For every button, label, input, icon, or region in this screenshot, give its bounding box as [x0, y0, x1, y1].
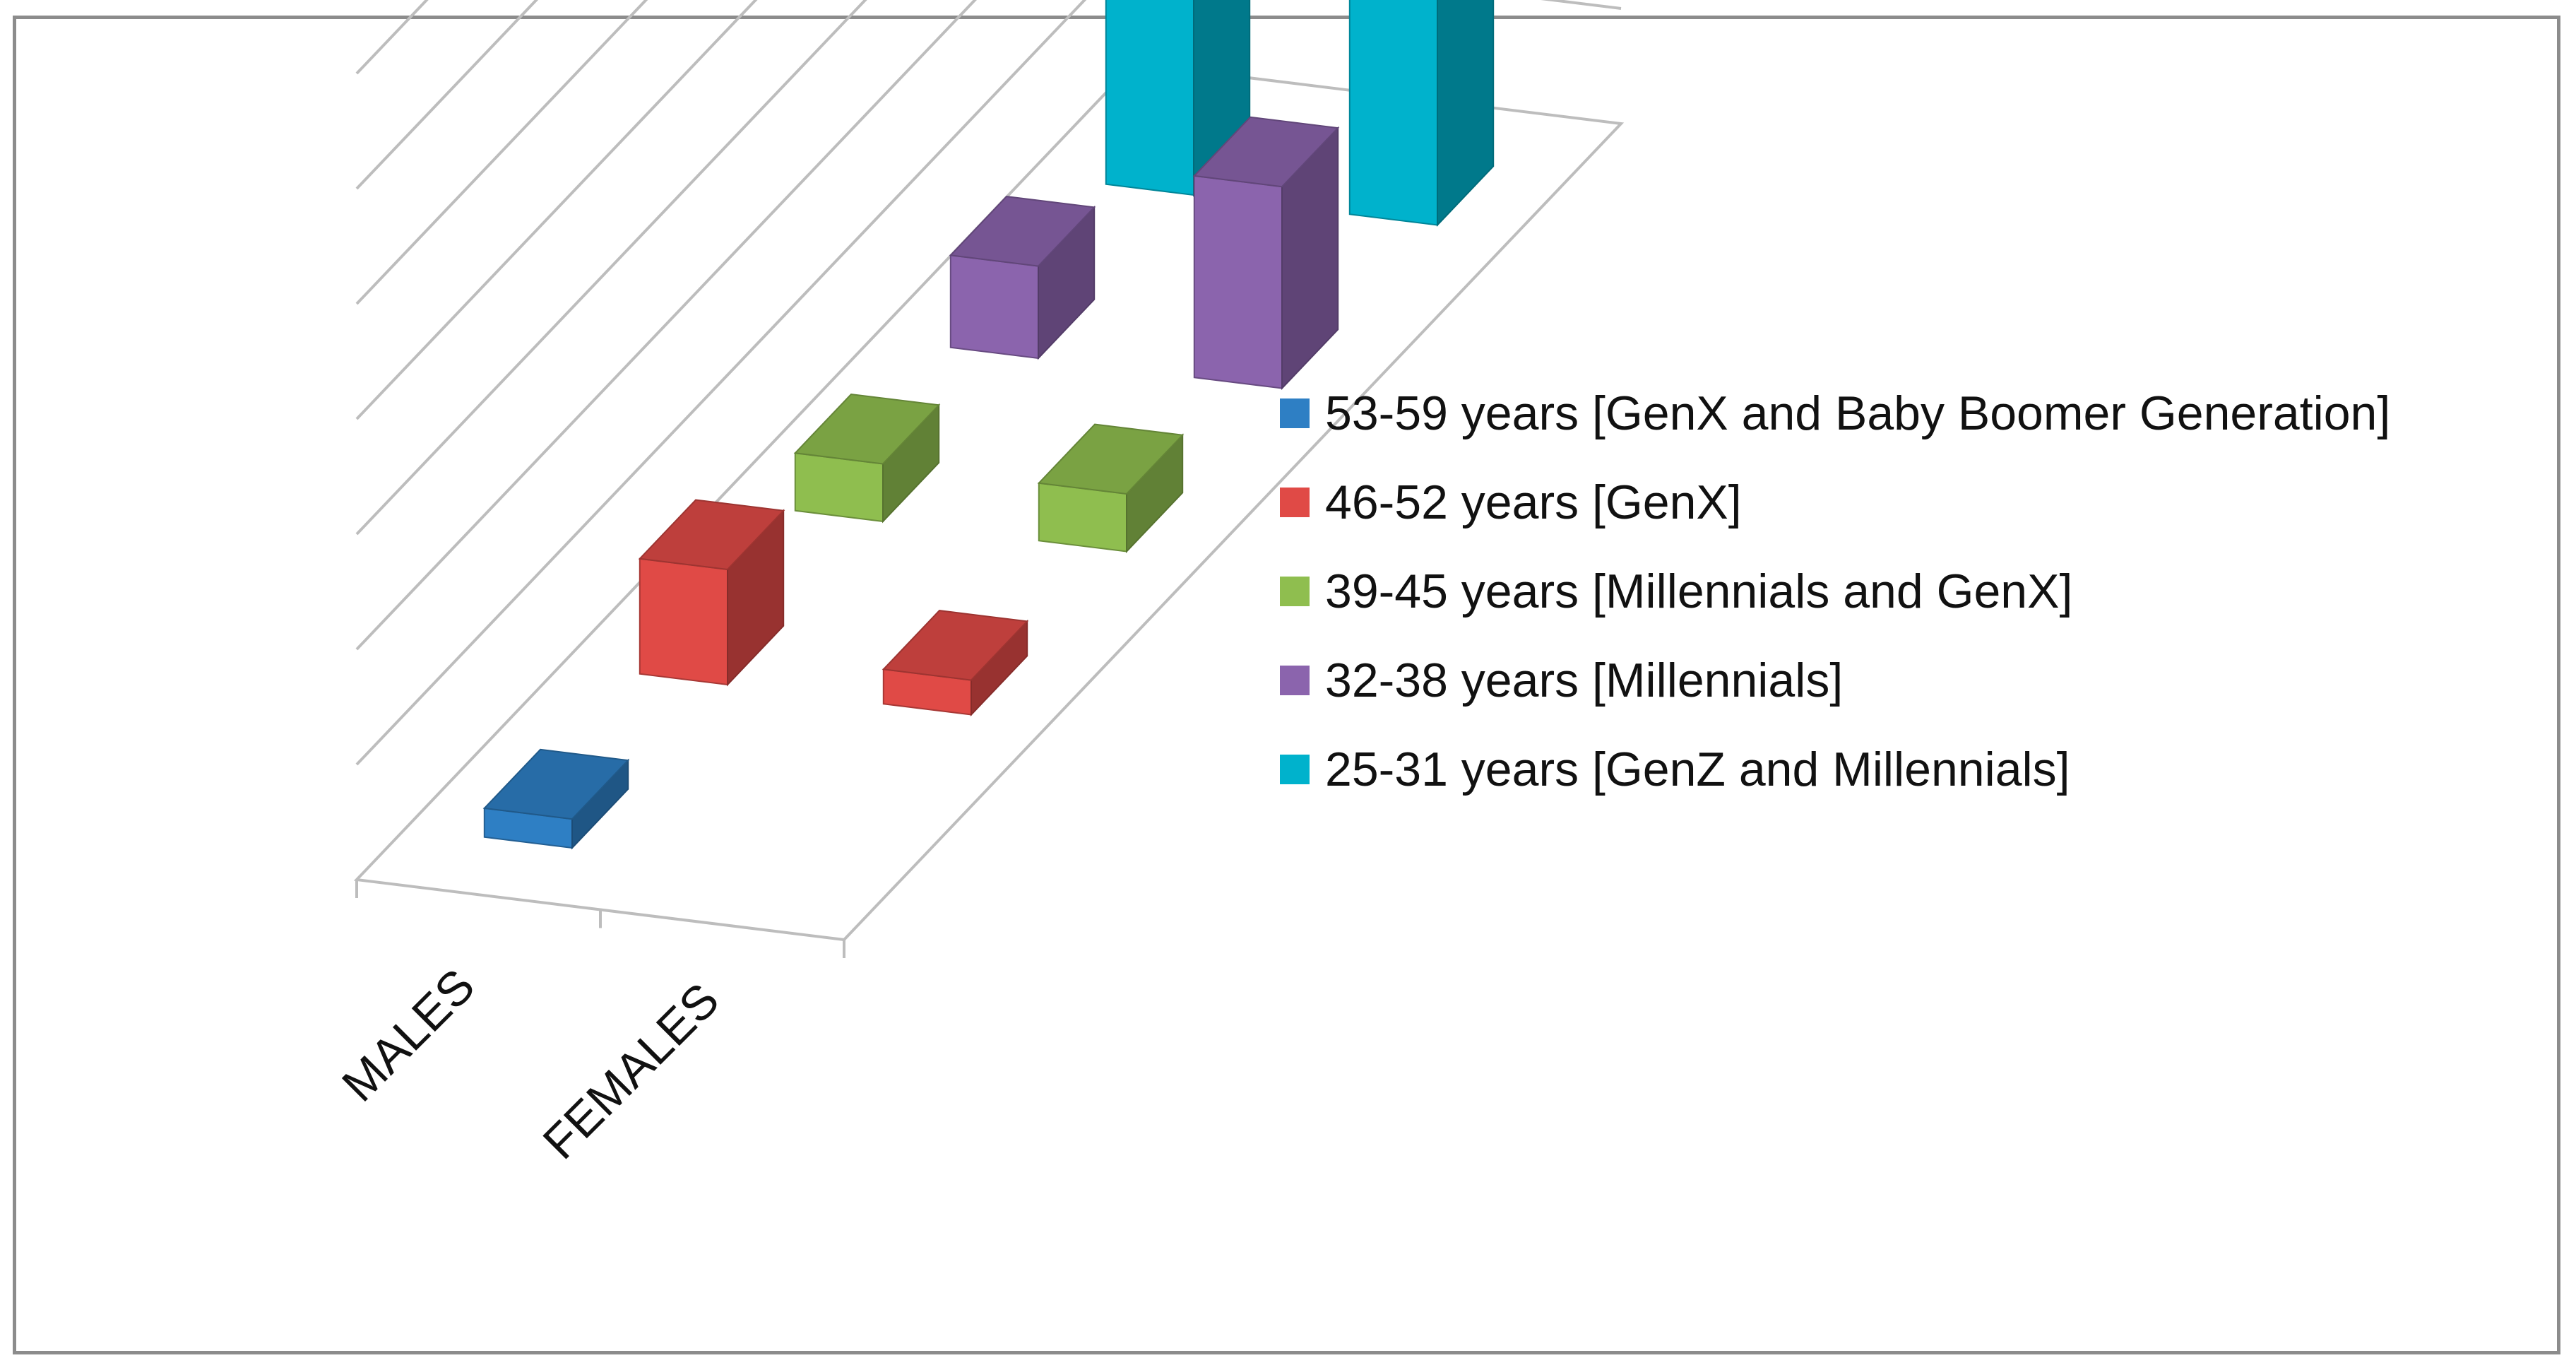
- bar-females-series-5: [1348, 0, 1495, 228]
- gridline: [355, 0, 1622, 766]
- bar-top-face: [482, 748, 630, 820]
- legend-swatch-39-45: [1280, 577, 1310, 606]
- legend-label: 46-52 years [GenX]: [1325, 476, 1742, 529]
- gridline: [355, 0, 977, 651]
- bar-side-face: [1437, 0, 1495, 228]
- bar-males-series-4: [949, 196, 1096, 360]
- legend-swatch-25-31: [1280, 755, 1310, 784]
- gridline: [355, 0, 758, 420]
- bar-front-face: [1105, 0, 1194, 196]
- bar-top-face: [1192, 116, 1340, 188]
- legend-item: 32-38 years [Millennials]: [1280, 636, 2390, 725]
- chart-legend: 53-59 years [GenX and Baby Boomer Genera…: [1280, 369, 2390, 814]
- legend-item: 39-45 years [Millennials and GenX]: [1280, 547, 2390, 636]
- bar-front-face: [639, 557, 728, 686]
- legend-swatch-46-52: [1280, 488, 1310, 517]
- legend-label: 53-59 years [GenX and Baby Boomer Genera…: [1325, 386, 2391, 440]
- bar-males-series-3: [793, 393, 941, 524]
- legend-label: 25-31 years [GenZ and Millennials]: [1325, 743, 2070, 796]
- category-label-males: MALES: [332, 959, 485, 1112]
- bar-front-face: [1193, 175, 1283, 389]
- legend-swatch-53-59: [1280, 398, 1310, 428]
- bar-top-face: [638, 499, 785, 571]
- legend-item: 53-59 years [GenX and Baby Boomer Genera…: [1280, 369, 2390, 458]
- bar-front-face: [949, 254, 1039, 360]
- legend-item: 46-52 years [GenX]: [1280, 458, 2390, 547]
- bar-front-face: [1038, 482, 1127, 553]
- legend-label: 39-45 years [Millennials and GenX]: [1325, 565, 2073, 618]
- bar-top-face: [1037, 423, 1185, 495]
- bar-males-series-1: [482, 748, 630, 850]
- chart-bars: [482, 0, 1495, 850]
- bar-front-face: [794, 452, 884, 523]
- bar-males-series-2: [638, 499, 785, 687]
- bar-females-series-3: [1037, 423, 1185, 554]
- chart-category-labels: MALES FEMALES: [332, 959, 730, 1169]
- bar-front-face: [1348, 0, 1438, 226]
- chart-gridlines: [355, 0, 1622, 766]
- bar-top-face: [882, 610, 1029, 681]
- bar-top-face: [949, 196, 1096, 267]
- bar-females-series-2: [882, 610, 1029, 717]
- legend-swatch-32-38: [1280, 666, 1310, 695]
- category-label-females: FEMALES: [533, 973, 729, 1169]
- bar-females-series-4: [1192, 116, 1340, 391]
- legend-item: 25-31 years [GenZ and Millennials]: [1280, 725, 2390, 814]
- gridline: [355, 0, 648, 305]
- legend-label: 32-38 years [Millennials]: [1325, 654, 1844, 707]
- gridline: [355, 0, 867, 536]
- bar-top-face: [793, 393, 941, 465]
